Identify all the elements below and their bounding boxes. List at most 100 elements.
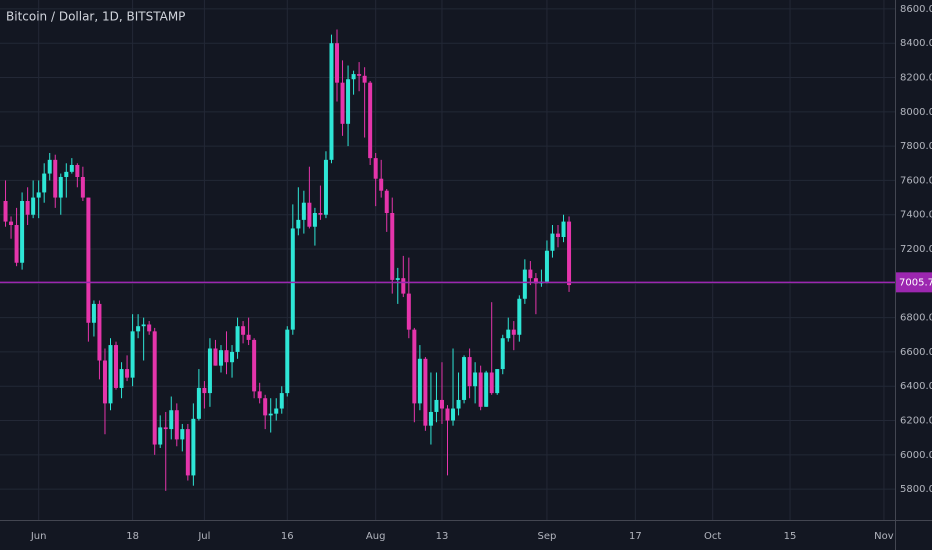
candle-body bbox=[47, 159, 52, 174]
candle-body bbox=[180, 429, 185, 440]
candle-body bbox=[555, 233, 560, 238]
candle-body bbox=[384, 190, 389, 214]
candle-body bbox=[423, 358, 428, 426]
candle-body bbox=[312, 213, 317, 227]
candle-body bbox=[108, 345, 113, 404]
candle-body bbox=[412, 329, 417, 404]
candle-body bbox=[401, 278, 406, 294]
candle-body bbox=[263, 398, 268, 416]
candle-body bbox=[467, 357, 472, 387]
candle-body bbox=[102, 360, 107, 404]
last-price-label: 7005.74 bbox=[899, 277, 932, 288]
x-tick-label: Jul bbox=[197, 531, 210, 542]
candle-body bbox=[390, 213, 395, 280]
candle-body bbox=[14, 225, 19, 263]
candle-body bbox=[478, 372, 483, 407]
candle-body bbox=[428, 411, 433, 426]
candle-body bbox=[268, 413, 273, 416]
candle-body bbox=[241, 326, 246, 335]
candle-body bbox=[301, 202, 306, 220]
candle-body bbox=[285, 329, 290, 394]
candle-body bbox=[136, 326, 141, 332]
candle-body bbox=[58, 176, 63, 198]
candle-body bbox=[307, 202, 312, 227]
candle-body bbox=[196, 387, 201, 419]
candle-body bbox=[20, 201, 25, 263]
candle-body bbox=[119, 369, 124, 388]
candle-body bbox=[346, 79, 351, 124]
candle-body bbox=[25, 201, 30, 215]
candle-body bbox=[152, 331, 157, 445]
candle-body bbox=[86, 197, 91, 323]
candle-body bbox=[246, 334, 251, 340]
candle-body bbox=[252, 339, 257, 392]
candle-body bbox=[235, 326, 240, 352]
candle-body bbox=[318, 213, 323, 215]
y-tick-label: 7600.00 bbox=[900, 175, 932, 186]
candle-body bbox=[97, 303, 102, 361]
candle-body bbox=[417, 358, 422, 404]
y-tick-label: 6000.00 bbox=[900, 450, 932, 461]
candle-body bbox=[395, 278, 400, 280]
candle-body bbox=[517, 298, 522, 335]
candle-body bbox=[9, 221, 14, 226]
candle-body bbox=[484, 372, 489, 407]
candle-body bbox=[296, 219, 301, 229]
candle-body bbox=[130, 331, 135, 378]
candle-body bbox=[114, 345, 119, 388]
candle-body bbox=[141, 324, 146, 327]
candle-body bbox=[64, 171, 69, 177]
candle-body bbox=[75, 164, 80, 177]
candle-body bbox=[191, 418, 196, 476]
x-tick-label: 17 bbox=[629, 531, 642, 542]
candles bbox=[0, 29, 895, 491]
x-tick-label: 16 bbox=[281, 531, 294, 542]
candle-body bbox=[290, 228, 295, 330]
candle-body bbox=[53, 159, 58, 198]
y-tick-label: 7200.00 bbox=[900, 244, 932, 255]
candle-body bbox=[500, 338, 505, 370]
candle-body bbox=[351, 74, 356, 80]
candle-body bbox=[567, 221, 572, 286]
candle-body bbox=[158, 427, 163, 445]
y-tick-label: 6600.00 bbox=[900, 347, 932, 358]
y-tick-label: 6800.00 bbox=[900, 313, 932, 324]
candle-body bbox=[357, 74, 362, 76]
candle-body bbox=[31, 197, 36, 215]
candle-body bbox=[36, 192, 41, 198]
candle-body bbox=[489, 372, 494, 394]
x-tick-label: 15 bbox=[784, 531, 797, 542]
candle-body bbox=[174, 410, 179, 440]
candle-body bbox=[439, 399, 444, 409]
candle-body bbox=[185, 429, 190, 476]
candle-body bbox=[163, 427, 168, 430]
candle-body bbox=[373, 158, 378, 179]
grid bbox=[0, 0, 895, 520]
y-tick-label: 7800.00 bbox=[900, 141, 932, 152]
candle-body bbox=[561, 221, 566, 238]
x-tick-label: Sep bbox=[538, 531, 557, 542]
candle-body bbox=[544, 250, 549, 282]
y-tick-label: 7400.00 bbox=[900, 210, 932, 221]
candle-body bbox=[274, 408, 279, 414]
candle-body bbox=[323, 159, 328, 215]
candle-body bbox=[3, 201, 8, 222]
candle-body bbox=[340, 82, 345, 124]
candle-body bbox=[207, 348, 212, 394]
y-tick-label: 8600.00 bbox=[900, 4, 932, 15]
y-tick-label: 8200.00 bbox=[900, 73, 932, 84]
x-tick-label: 13 bbox=[436, 531, 449, 542]
candle-body bbox=[230, 351, 235, 363]
candle-body bbox=[533, 278, 538, 284]
candle-body bbox=[202, 387, 207, 394]
candle-body bbox=[462, 357, 467, 400]
candle-body bbox=[147, 324, 152, 332]
last-price-box bbox=[896, 272, 932, 293]
candle-body bbox=[125, 369, 130, 378]
candle-body bbox=[335, 43, 340, 83]
x-tick-label: Jun bbox=[30, 531, 47, 542]
candle-body bbox=[42, 173, 47, 193]
candle-body bbox=[506, 329, 511, 339]
